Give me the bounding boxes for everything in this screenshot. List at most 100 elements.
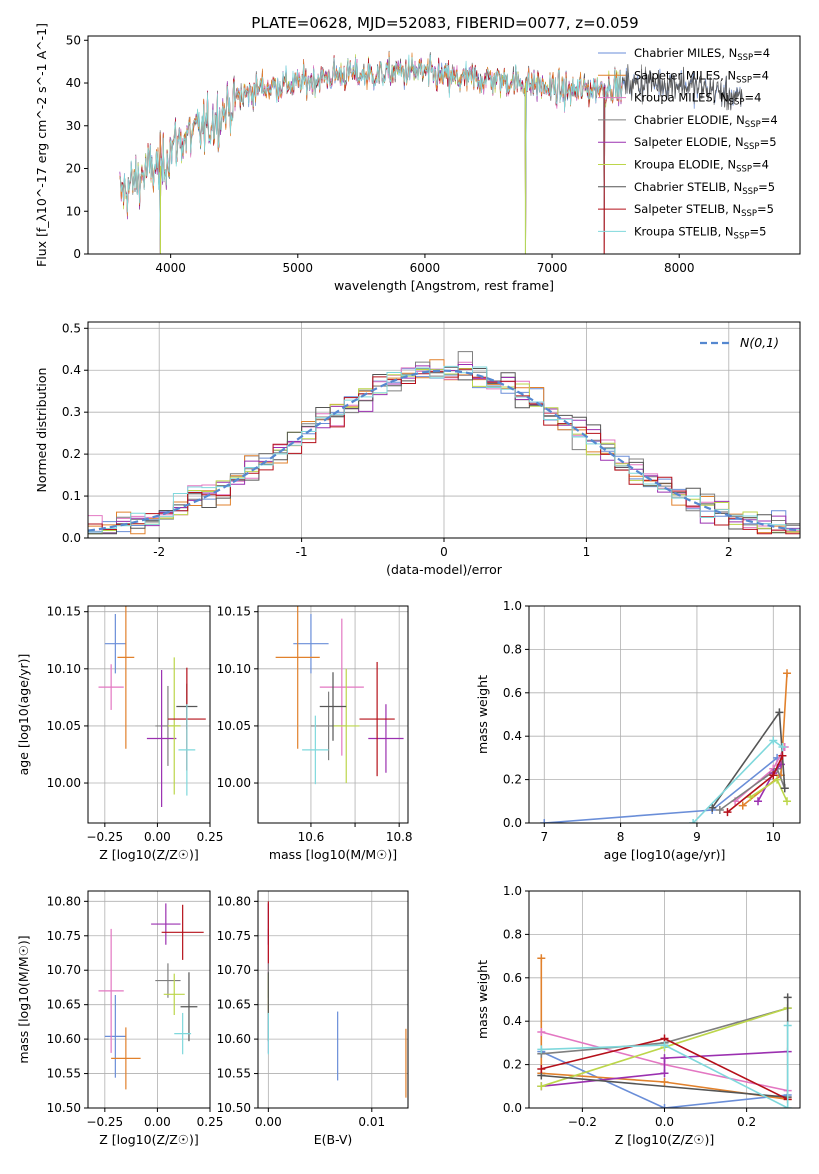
spectrum-title: PLATE=0628, MJD=52083, FIBERID=0077, z=0…: [251, 14, 638, 32]
x-tick-label: 0.00: [255, 1115, 282, 1129]
x-tick-label: 8000: [664, 261, 695, 275]
y-tick-label: 10.80: [47, 894, 81, 908]
mass-weight-point: [778, 751, 787, 760]
y-tick-label: 10.55: [47, 1067, 81, 1081]
legend-value: =4: [744, 91, 761, 105]
legend-entry: Chabrier STELIB, NSSP=5: [634, 180, 775, 197]
mass-weight-series-line: [541, 1025, 789, 1108]
y-tick-label: 10.00: [47, 776, 81, 790]
y-tick-label: 0.6: [503, 686, 522, 700]
y-tick-label: 10.55: [217, 1067, 251, 1081]
legend-subscript: SSP: [744, 142, 760, 152]
legend-value: =4: [761, 113, 778, 127]
legend-entry: Chabrier ELODIE, NSSP=4: [634, 113, 778, 130]
mass-weight-point: [660, 1069, 669, 1078]
x-axis-label: Z [log10(Z/Z☉)]: [99, 847, 199, 862]
panel-mass_weight_vs_age: 7 8 9 10 0.0 0.2 0.4 0.6 0.8 1.0 age [log10(age/yr…: [475, 599, 801, 862]
legend-value: =5: [760, 135, 777, 149]
x-axis-label: wavelength [Angstrom, rest frame]: [334, 278, 554, 293]
y-tick-label: 1.0: [503, 884, 522, 898]
y-tick-label: 0.0: [62, 531, 81, 545]
mass-weight-point: [537, 1064, 546, 1073]
x-axis-label: mass [log10(M/M☉)]: [269, 847, 397, 862]
y-tick-label: 0.1: [62, 489, 81, 503]
y-tick-label: 10.05: [217, 719, 251, 733]
legend-entry: Kroupa ELODIE, NSSP=4: [634, 158, 769, 175]
legend-entry: N(0,1): [740, 335, 779, 350]
mass-weight-point: [783, 1021, 792, 1030]
x-tick-label: −0.25: [86, 1115, 123, 1129]
plot-area: [537, 954, 792, 1108]
mass-weight-point: [660, 1077, 669, 1086]
plot-area: [98, 606, 206, 808]
mass-weight-point: [537, 954, 546, 963]
y-tick-label: 0.6: [503, 971, 522, 985]
x-tick-label: 8: [617, 830, 625, 844]
y-tick-label: 50: [66, 33, 81, 47]
y-tick-label: 0.2: [503, 1058, 522, 1072]
x-tick-label: 0.0: [655, 1115, 674, 1129]
x-axis-label: (data-model)/error: [386, 562, 503, 577]
legend-subscript: SSP: [736, 165, 752, 175]
y-tick-label: 0.4: [503, 1014, 522, 1028]
x-tick-label: 4000: [155, 261, 186, 275]
normal-reference-curve: [88, 369, 800, 532]
legend-entry: Kroupa MILES, NSSP=4: [634, 91, 761, 108]
y-tick-label: 0.8: [503, 642, 522, 656]
spectrum-series-line: [119, 54, 623, 254]
mass-weight-series-line: [540, 1050, 788, 1108]
y-tick-label: 10.10: [47, 662, 81, 676]
mass-weight-point: [775, 708, 784, 717]
y-axis-label: mass weight: [475, 675, 490, 754]
y-axis-label: Flux [f_λ10^-17 erg cm^-2 s^-1 A^-1]: [34, 23, 49, 267]
axes-frame: [528, 605, 801, 824]
legend-value: =5: [749, 224, 766, 238]
mass-weight-point: [715, 805, 724, 814]
y-tick-label: 10.65: [47, 998, 81, 1012]
grid: [258, 606, 408, 823]
legend-name: Salpeter ELODIE, N: [634, 135, 744, 149]
legend-name: Salpeter STELIB, N: [634, 202, 741, 216]
legend-value: =4: [752, 68, 769, 82]
mass-weight-point: [773, 775, 782, 784]
y-tick-label: 30: [66, 119, 81, 133]
y-tick-label: 10.70: [47, 963, 81, 977]
spectrum-series-line: [119, 53, 623, 220]
plot-area: [119, 50, 743, 254]
mass-weight-point: [660, 1054, 669, 1063]
x-axis-label: age [log10(age/yr)]: [604, 847, 726, 862]
grid: [88, 891, 211, 1109]
legend-entry: Salpeter MILES, NSSP=4: [634, 68, 769, 85]
x-tick-label: 6000: [410, 261, 441, 275]
axes-frame: [87, 605, 211, 824]
x-tick-label: 0.25: [197, 1115, 224, 1129]
x-tick-label: 0.2: [737, 1115, 756, 1129]
y-tick-label: 0.4: [62, 363, 81, 377]
y-tick-label: 0.5: [62, 321, 81, 335]
legend-entry: Salpeter ELODIE, NSSP=5: [634, 135, 777, 152]
spectrum-series-line: [119, 54, 623, 254]
mass-weight-point: [689, 819, 698, 823]
y-tick-label: 0.0: [503, 1101, 522, 1115]
legend-entry: Kroupa STELIB, NSSP=5: [634, 224, 766, 241]
legend-name: Chabrier MILES, N: [634, 46, 737, 60]
y-tick-label: 10.10: [217, 662, 251, 676]
mass-weight-point: [723, 808, 732, 817]
legend-subscript: SSP: [737, 53, 753, 63]
legend-value: =4: [753, 46, 770, 60]
y-tick-label: 40: [66, 76, 81, 90]
y-tick-label: 10.15: [217, 605, 251, 619]
legend-name: Salpeter MILES, N: [634, 68, 736, 82]
plot-area: [540, 669, 792, 823]
y-tick-label: 0.3: [62, 405, 81, 419]
plot-area: [267, 901, 407, 1098]
legend-name: Chabrier STELIB, N: [634, 180, 742, 194]
legend-value: =5: [757, 202, 774, 216]
plot-area: [88, 351, 800, 535]
axes-frame: [257, 605, 409, 824]
x-tick-label: 10: [766, 830, 781, 844]
legend-name: Kroupa STELIB, N: [634, 224, 734, 238]
y-tick-label: 10.60: [47, 1032, 81, 1046]
legend-entry: Chabrier MILES, NSSP=4: [634, 46, 770, 63]
x-tick-label: 7: [540, 830, 548, 844]
